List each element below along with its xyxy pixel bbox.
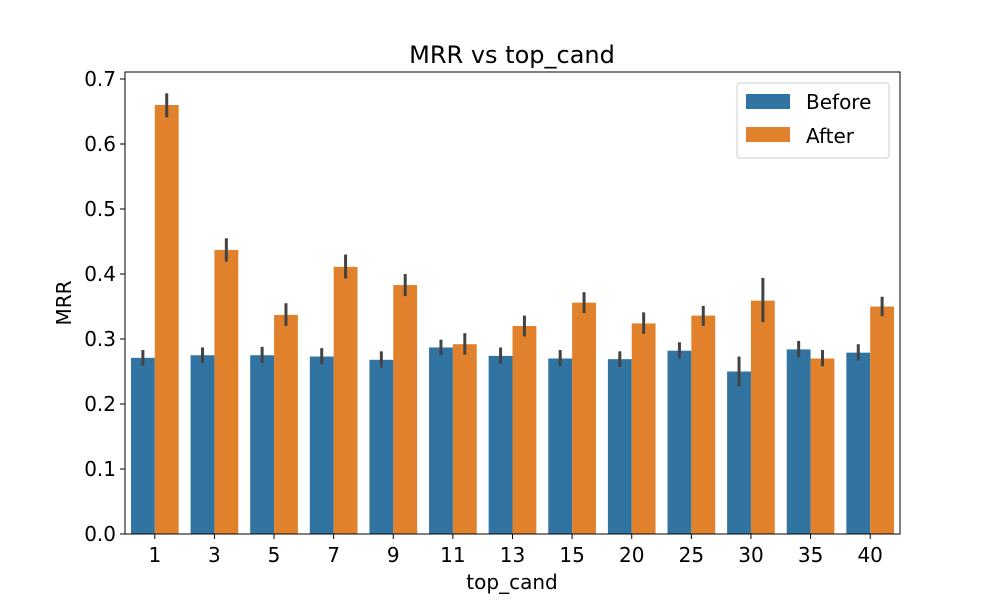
bar-after-13 <box>512 326 537 534</box>
bar-before-1 <box>130 357 155 534</box>
y-axis: 0.0 0.1 0.2 0.3 0.4 0.5 0.6 0.7 <box>84 67 125 546</box>
bar-before-9 <box>369 359 394 534</box>
bar-after-11 <box>452 344 477 534</box>
x-tick-label: 20 <box>619 543 644 567</box>
bar-after-35 <box>810 358 835 534</box>
bar-after-7 <box>333 266 358 534</box>
x-tick-label: 25 <box>679 543 704 567</box>
x-tick-label: 5 <box>268 543 281 567</box>
bars-group <box>130 105 895 534</box>
bar-after-30 <box>750 300 775 534</box>
bar-after-3 <box>214 249 239 534</box>
bar-before-25 <box>667 350 692 534</box>
x-tick-label: 7 <box>327 543 340 567</box>
bar-before-7 <box>309 356 334 534</box>
bar-before-30 <box>727 371 751 534</box>
error-bars-group <box>141 93 884 387</box>
bar-before-15 <box>548 358 573 534</box>
y-tick-label: 0.1 <box>84 457 116 481</box>
bar-after-40 <box>870 306 895 534</box>
x-tick-label: 35 <box>798 543 823 567</box>
y-tick-label: 0.0 <box>84 522 116 546</box>
legend-swatch-after <box>746 127 790 142</box>
bar-after-25 <box>691 315 716 534</box>
legend-swatch-before <box>746 94 790 109</box>
legend-label-before: Before <box>806 90 871 114</box>
x-axis: 1 3 5 7 9 11 13 15 20 25 30 35 40 <box>148 534 883 567</box>
bar-after-15 <box>572 302 596 534</box>
bar-before-3 <box>190 355 215 534</box>
y-tick-label: 0.6 <box>84 132 116 156</box>
y-tick-label: 0.4 <box>84 262 116 286</box>
y-tick-label: 0.2 <box>84 392 116 416</box>
bar-before-5 <box>250 355 275 534</box>
x-tick-label: 1 <box>148 543 161 567</box>
x-tick-label: 40 <box>857 543 882 567</box>
y-axis-label: MRR <box>52 280 76 325</box>
x-axis-label: top_cand <box>466 570 557 594</box>
x-tick-label: 3 <box>208 543 221 567</box>
bar-after-9 <box>393 285 418 534</box>
legend-label-after: After <box>806 124 855 148</box>
bar-after-5 <box>274 314 298 534</box>
y-tick-label: 0.7 <box>84 67 116 91</box>
x-tick-label: 13 <box>500 543 525 567</box>
bar-before-40 <box>846 352 871 534</box>
x-tick-label: 11 <box>440 543 465 567</box>
y-tick-label: 0.3 <box>84 327 116 351</box>
chart-title: MRR vs top_cand <box>409 41 615 69</box>
x-tick-label: 9 <box>387 543 400 567</box>
bar-before-13 <box>488 355 513 534</box>
x-tick-label: 30 <box>738 543 763 567</box>
x-tick-label: 15 <box>559 543 584 567</box>
bar-before-35 <box>786 349 811 534</box>
legend: Before After <box>736 82 890 159</box>
bar-before-20 <box>607 359 632 534</box>
bar-before-11 <box>429 347 453 534</box>
bar-after-20 <box>631 323 656 534</box>
bar-after-1 <box>154 105 179 534</box>
y-tick-label: 0.5 <box>84 197 116 221</box>
